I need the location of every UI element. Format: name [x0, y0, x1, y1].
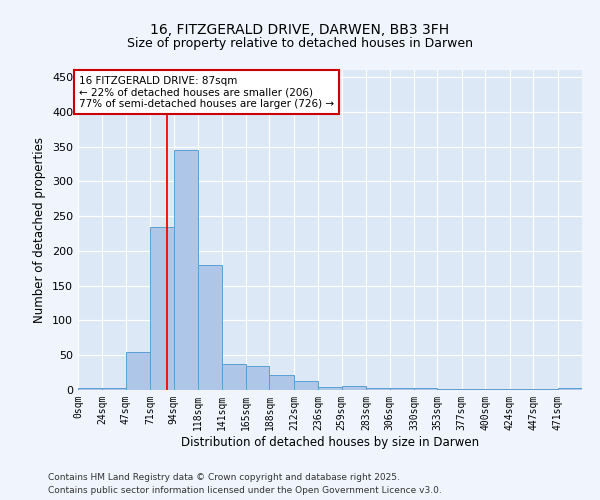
- Text: Size of property relative to detached houses in Darwen: Size of property relative to detached ho…: [127, 38, 473, 51]
- Bar: [437, 388, 462, 390]
- Bar: [557, 388, 582, 390]
- Bar: [389, 388, 414, 390]
- Bar: [342, 386, 366, 390]
- Y-axis label: Number of detached properties: Number of detached properties: [34, 137, 46, 323]
- Text: 16, FITZGERALD DRIVE, DARWEN, BB3 3FH: 16, FITZGERALD DRIVE, DARWEN, BB3 3FH: [151, 22, 449, 36]
- Bar: [366, 388, 389, 390]
- X-axis label: Distribution of detached houses by size in Darwen: Distribution of detached houses by size …: [181, 436, 479, 448]
- Bar: [414, 388, 437, 390]
- Bar: [198, 265, 221, 390]
- Text: Contains public sector information licensed under the Open Government Licence v3: Contains public sector information licen…: [48, 486, 442, 495]
- Bar: [78, 388, 103, 390]
- Bar: [246, 366, 269, 390]
- Text: Contains HM Land Registry data © Crown copyright and database right 2025.: Contains HM Land Registry data © Crown c…: [48, 474, 400, 482]
- Bar: [318, 386, 342, 390]
- Bar: [269, 374, 294, 390]
- Bar: [150, 226, 174, 390]
- Bar: [221, 364, 246, 390]
- Bar: [126, 352, 150, 390]
- Bar: [174, 150, 198, 390]
- Bar: [294, 381, 318, 390]
- Text: 16 FITZGERALD DRIVE: 87sqm
← 22% of detached houses are smaller (206)
77% of sem: 16 FITZGERALD DRIVE: 87sqm ← 22% of deta…: [79, 76, 334, 109]
- Bar: [103, 388, 126, 390]
